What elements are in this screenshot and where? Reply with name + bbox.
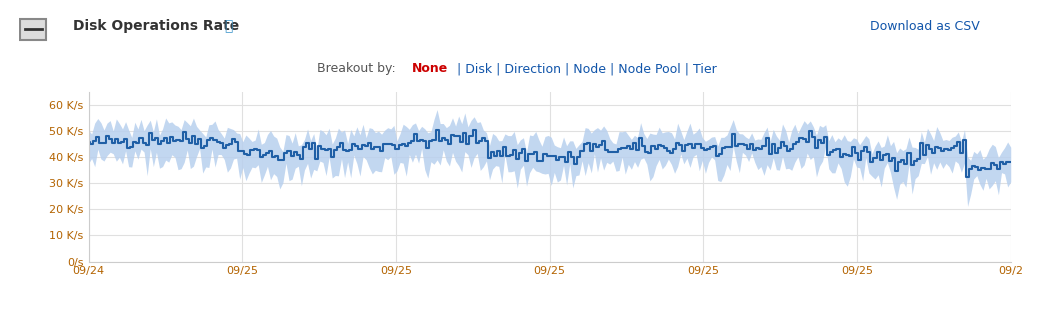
Text: ⓘ: ⓘ: [224, 19, 232, 33]
Text: Disk Operations Rate: Disk Operations Rate: [73, 19, 240, 33]
FancyBboxPatch shape: [20, 19, 47, 40]
Text: | Disk | Direction | Node | Node Pool | Tier: | Disk | Direction | Node | Node Pool | …: [453, 62, 717, 75]
Text: Breakout by:: Breakout by:: [317, 62, 396, 75]
Text: None: None: [412, 62, 448, 75]
Text: Download as CSV: Download as CSV: [870, 20, 979, 33]
